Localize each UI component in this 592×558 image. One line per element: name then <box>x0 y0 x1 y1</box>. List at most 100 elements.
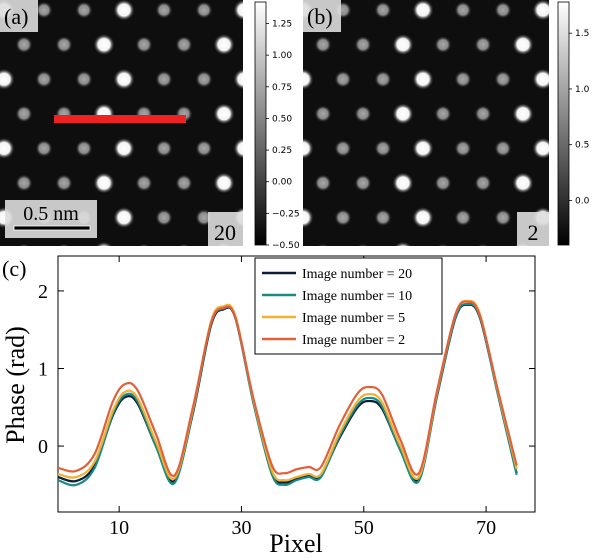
dim-atom <box>494 1 512 19</box>
colorbar-tick-label: 1.5 <box>575 29 589 39</box>
bright-atom <box>213 172 235 194</box>
dim-atom <box>574 278 592 296</box>
dim-atom <box>434 35 452 54</box>
colorbar-tick-label: 1.00 <box>272 51 292 61</box>
panel-b-image: (b) 2 <box>303 0 592 332</box>
dim-atom <box>175 312 193 330</box>
dim-atom <box>195 139 213 158</box>
bright-atom <box>213 102 235 125</box>
dim-atom <box>494 70 512 89</box>
dim-atom <box>454 70 472 89</box>
bright-atom <box>412 0 434 21</box>
y-tick-label: 0 <box>38 436 48 458</box>
scalebar-label: 0.5 nm <box>23 203 79 225</box>
colorbar-tick-label: 1.25 <box>272 20 292 30</box>
line-profile-marker <box>54 115 186 123</box>
colorbar-tick-label: 0.75 <box>272 83 292 93</box>
dim-atom <box>354 35 372 54</box>
dim-atom <box>155 1 173 19</box>
dim-atom <box>195 278 213 296</box>
dim-atom <box>75 1 93 19</box>
colorbar-tick-label: 0.50 <box>272 114 292 124</box>
dim-atom <box>334 139 352 158</box>
dim-atom <box>436 243 450 246</box>
colorbar-a: 1.25 1.00 0.75 0.50 0.25 0.00 −0.25 −0.50 <box>254 1 300 251</box>
dim-atom <box>454 139 472 158</box>
bright-atom <box>512 310 534 332</box>
colorbar-tick-label: −0.25 <box>272 209 300 219</box>
bright-atom <box>532 0 549 21</box>
bright-atom <box>392 102 414 125</box>
dim-atom <box>334 208 352 227</box>
dim-atom <box>454 208 472 227</box>
scalebar <box>13 225 91 231</box>
dim-atom <box>35 1 53 19</box>
dim-atom <box>476 243 490 246</box>
bright-atom <box>303 206 314 229</box>
bright-atom <box>412 137 434 160</box>
bright-atom <box>113 0 135 21</box>
dim-atom <box>574 1 592 19</box>
bright-atom <box>532 68 549 91</box>
dim-atom <box>35 70 53 89</box>
dim-atom <box>374 208 392 227</box>
dim-atom <box>434 174 452 192</box>
colorbar-tick-label: −0.50 <box>272 241 300 251</box>
image-number-label-b: 2 <box>528 220 539 245</box>
dim-atom <box>55 174 73 192</box>
line-chart: 10 30 50 70 0 1 2 Pixel Phase (rad) Image numb… <box>1 255 536 558</box>
bright-atom <box>233 276 255 298</box>
dim-atom <box>175 35 193 54</box>
bright-atom <box>233 0 243 21</box>
dim-atom <box>474 104 492 123</box>
dim-atom <box>15 35 33 54</box>
dim-atom <box>314 174 332 192</box>
dim-atom <box>314 104 332 123</box>
colorbar-tick-label: 0.25 <box>272 146 292 156</box>
dim-atom <box>374 70 392 89</box>
bright-atom <box>512 33 534 56</box>
bright-atom <box>93 33 115 56</box>
bright-atom <box>303 68 314 91</box>
bright-atom <box>532 137 549 160</box>
dim-atom <box>374 139 392 158</box>
x-axis-label: Pixel <box>269 529 322 558</box>
colorbar-tick-label: 0.0 <box>575 196 590 206</box>
dim-atom <box>135 174 153 192</box>
bright-atom <box>113 137 135 160</box>
dim-atom <box>554 243 572 261</box>
dim-atom <box>17 243 31 246</box>
bright-atom <box>512 102 534 125</box>
panel-b-label: (b) <box>307 4 333 29</box>
bright-atom <box>113 276 135 298</box>
dim-atom <box>474 174 492 192</box>
dim-atom <box>175 174 193 192</box>
dim-atom <box>55 35 73 54</box>
dim-atom <box>574 209 592 227</box>
dim-atom <box>155 70 173 89</box>
colorbar-b: 1.5 1.0 0.5 0.0 <box>557 1 590 246</box>
dim-atom <box>15 174 33 192</box>
bright-atom <box>303 137 314 160</box>
dim-atom <box>454 278 472 296</box>
dim-atom <box>554 312 572 330</box>
dim-atom <box>75 139 93 158</box>
bright-atom <box>512 172 534 194</box>
dim-atom <box>316 243 330 246</box>
bright-atom <box>113 206 135 229</box>
dim-atom <box>474 35 492 54</box>
x-tick-label: 30 <box>231 517 251 539</box>
dim-atom <box>35 139 53 158</box>
dim-atom <box>75 70 93 89</box>
dim-atom <box>155 208 173 227</box>
dim-atom <box>57 243 71 246</box>
dim-atom <box>275 1 293 19</box>
dim-atom <box>374 1 392 19</box>
bright-atom <box>0 68 15 91</box>
dim-atom <box>177 243 191 246</box>
dim-atom <box>137 243 151 246</box>
colorbar-tick-label: 0.5 <box>575 141 589 151</box>
dim-atom <box>135 35 153 54</box>
bright-atom <box>93 172 115 194</box>
